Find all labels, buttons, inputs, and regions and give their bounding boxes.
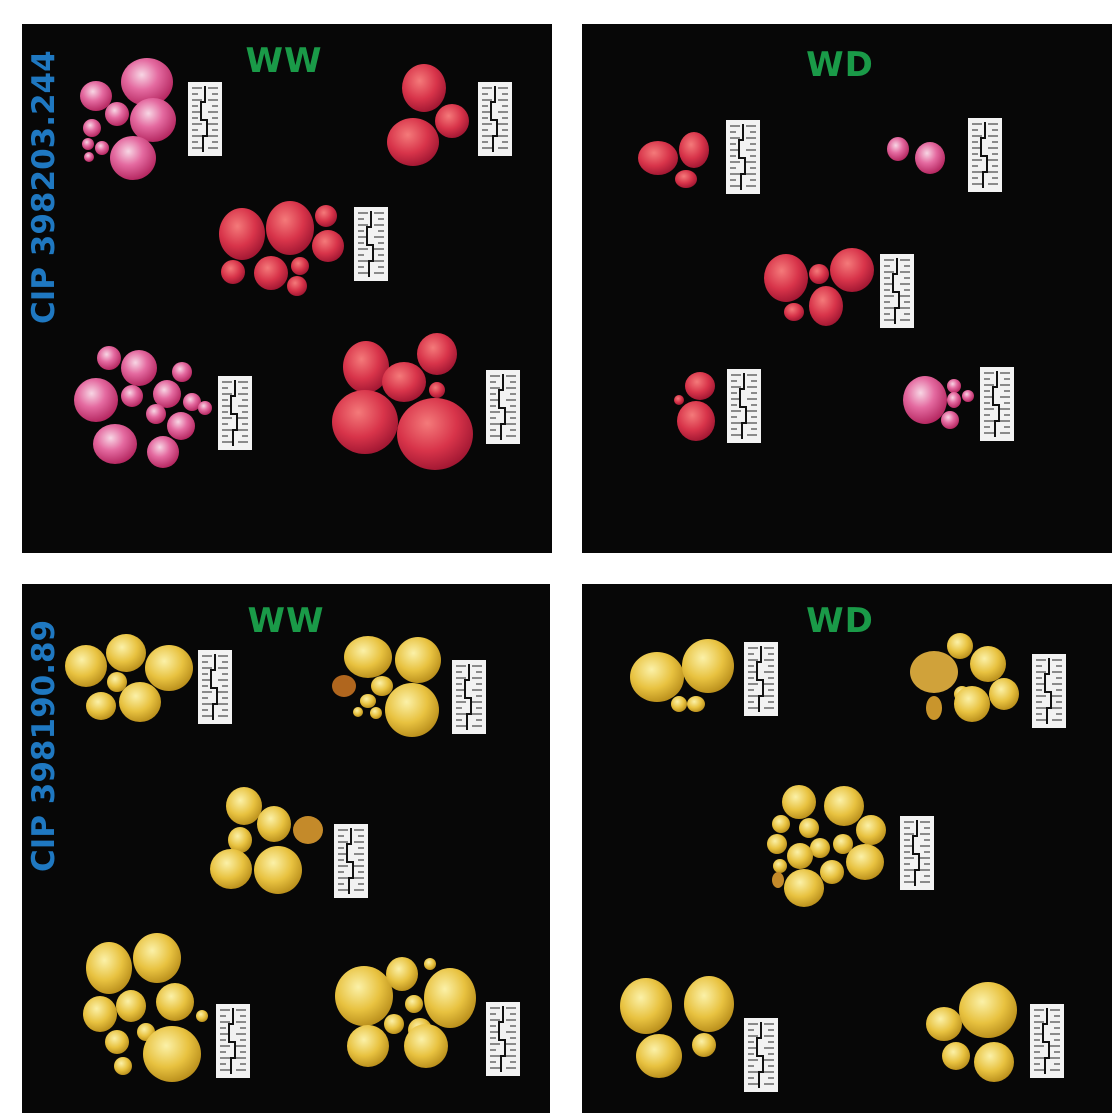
ruler-scale-icon — [333, 823, 369, 899]
tuber-group-2 — [887, 117, 1003, 193]
panel-top-left: WW CIP 398203.244 — [22, 24, 552, 553]
ruler-scale-icon — [215, 1003, 251, 1079]
tuber-group-4 — [674, 368, 762, 444]
ruler-scale-icon — [197, 649, 233, 725]
ruler-scale-icon — [726, 368, 762, 444]
ruler-scale-icon — [879, 253, 915, 329]
tuber-photo-top-right — [638, 117, 1015, 444]
tuber-photo-bottom-left — [65, 634, 521, 1082]
tuber-group-2 — [910, 633, 1067, 729]
ruler-scale-icon — [485, 1001, 521, 1077]
tuber-group-4 — [74, 346, 253, 468]
clone-label-bottom: CIP 398190.89 — [26, 619, 62, 872]
tuber-photo-bottom-right — [620, 633, 1067, 1093]
ruler-scale-icon — [967, 117, 1003, 193]
ruler-scale-icon — [743, 641, 779, 717]
ruler-scale-icon — [485, 369, 521, 445]
tuber-group-5 — [335, 957, 521, 1077]
ruler-scale-icon — [217, 375, 253, 451]
panel-bottom-right: WD — [582, 584, 1112, 1113]
ruler-scale-icon — [979, 366, 1015, 442]
tuber-group-3 — [219, 201, 389, 296]
ruler-scale-icon — [743, 1017, 779, 1093]
tuber-group-5 — [926, 982, 1065, 1082]
ruler-scale-icon — [899, 815, 935, 891]
tuber-group-1 — [80, 58, 223, 180]
ruler-scale-icon — [1029, 1003, 1065, 1079]
tuber-group-3 — [767, 785, 935, 907]
tuber-group-2 — [332, 636, 487, 737]
ruler-scale-icon — [477, 81, 513, 157]
tuber-group-5 — [903, 366, 1015, 442]
panel-bottom-left: WW CIP 398190.89 — [22, 584, 550, 1113]
condition-label: WW — [247, 601, 325, 641]
panel-top-right: WD — [582, 24, 1112, 553]
ruler-scale-icon — [1031, 653, 1067, 729]
tuber-group-3 — [210, 787, 369, 899]
tuber-photo-top-left — [74, 58, 521, 470]
ruler-scale-icon — [451, 659, 487, 735]
tuber-group-5 — [332, 333, 521, 470]
tuber-group-1 — [638, 119, 761, 195]
tuber-group-2 — [387, 64, 513, 166]
tuber-group-4 — [620, 976, 779, 1093]
clone-label-top: CIP 398203.244 — [26, 50, 62, 324]
tuber-group-1 — [630, 639, 779, 717]
condition-label: WW — [245, 41, 323, 81]
ruler-scale-icon — [725, 119, 761, 195]
ruler-scale-icon — [187, 81, 223, 157]
tuber-group-1 — [65, 634, 233, 725]
tuber-group-4 — [83, 933, 251, 1082]
condition-label: WD — [806, 601, 874, 641]
ruler-scale-icon — [353, 206, 389, 282]
tuber-group-3 — [764, 248, 915, 329]
condition-label: WD — [806, 45, 874, 85]
